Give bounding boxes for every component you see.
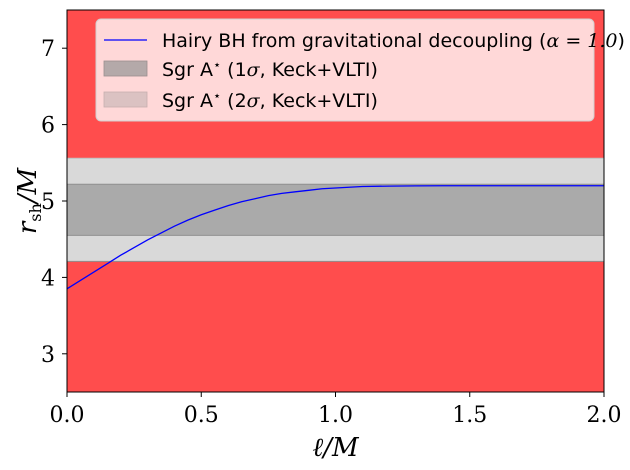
y-tick-label: 7 — [41, 37, 55, 62]
legend-entry-1sigma: Sgr A⋆ (1σ, Keck+VLTI) — [162, 58, 378, 81]
x-tick-label: 2.0 — [587, 403, 622, 428]
x-tick-label: 0.5 — [184, 403, 219, 428]
x-axis-ticks: 0.0 0.5 1.0 1.5 2.0 — [50, 392, 622, 428]
x-tick-label: 1.5 — [452, 403, 487, 428]
x-tick-label: 0.0 — [50, 403, 85, 428]
legend-patch-2sigma — [103, 91, 148, 108]
x-axis-label: ℓ/M — [312, 433, 360, 463]
legend-patch-1sigma — [103, 60, 148, 77]
x-tick-label: 1.0 — [318, 403, 353, 428]
y-tick-label: 3 — [41, 343, 55, 368]
hairy-bh-series-line — [66, 185, 604, 290]
legend-box — [95, 18, 595, 122]
y-axis-label-tail: /M — [13, 166, 43, 206]
sgr-a-1sigma-band — [67, 184, 604, 236]
legend-entry-hairy-bh: Hairy BH from gravitational decoupling (… — [162, 30, 625, 52]
y-axis-label-subscript: sh — [26, 203, 45, 222]
y-axis-label-main: r — [13, 220, 43, 234]
y-tick-label: 5 — [41, 190, 55, 215]
y-tick-label: 6 — [41, 114, 55, 139]
y-tick-label: 4 — [41, 266, 55, 291]
y-axis-label: rsh/M — [13, 166, 45, 234]
legend-entry-2sigma: Sgr A⋆ (2σ, Keck+VLTI) — [162, 89, 378, 112]
y-axis-ticks: 3 4 5 6 7 — [41, 37, 67, 368]
legend: Hairy BH from gravitational decoupling (… — [95, 18, 625, 122]
